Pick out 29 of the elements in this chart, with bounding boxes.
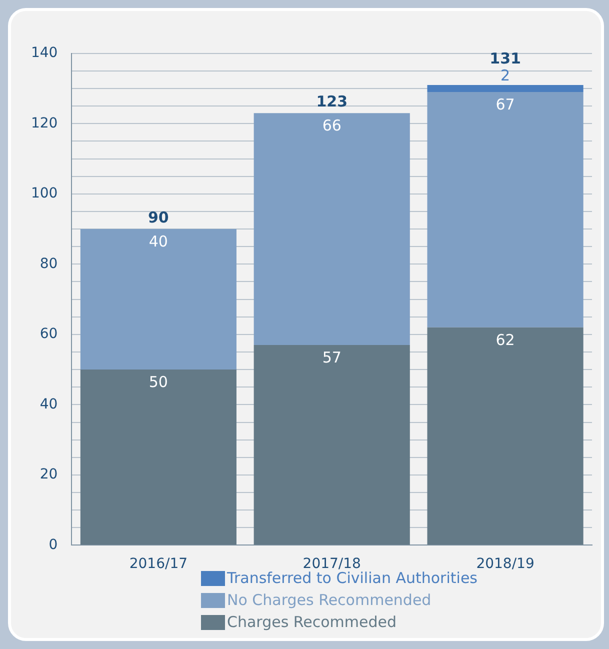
legend-label: No Charges Recommended bbox=[227, 590, 432, 611]
y-tick-label: 40 bbox=[40, 396, 58, 412]
bar bbox=[80, 229, 236, 370]
bar bbox=[254, 344, 410, 545]
y-tick-label: 140 bbox=[30, 45, 58, 62]
data-label: 62 bbox=[496, 330, 515, 349]
x-tick-label: 2018/19 bbox=[476, 556, 534, 572]
y-tick-label: 100 bbox=[30, 186, 58, 202]
y-tick-label: 0 bbox=[48, 536, 58, 553]
data-label: 66 bbox=[322, 116, 342, 135]
data-label: 2 bbox=[500, 66, 510, 84]
y-tick-label: 60 bbox=[40, 326, 58, 342]
total-label: 123 bbox=[316, 92, 348, 111]
bar bbox=[427, 85, 584, 92]
total-label: 131 bbox=[490, 49, 521, 68]
total-label: 90 bbox=[148, 208, 169, 226]
data-label: 57 bbox=[322, 348, 342, 366]
data-label: 67 bbox=[496, 95, 515, 114]
y-tick-label: 20 bbox=[40, 466, 58, 483]
bar bbox=[427, 327, 584, 545]
data-label: 50 bbox=[148, 372, 168, 391]
x-tick-label: 2016/17 bbox=[129, 556, 188, 572]
legend-label: Charges Recommeded bbox=[227, 612, 397, 633]
bar bbox=[80, 370, 236, 545]
data-label: 40 bbox=[148, 232, 168, 250]
bar bbox=[427, 92, 584, 328]
bar bbox=[254, 113, 410, 345]
y-tick-label: 120 bbox=[30, 115, 58, 132]
y-tick-label: 80 bbox=[40, 256, 58, 272]
